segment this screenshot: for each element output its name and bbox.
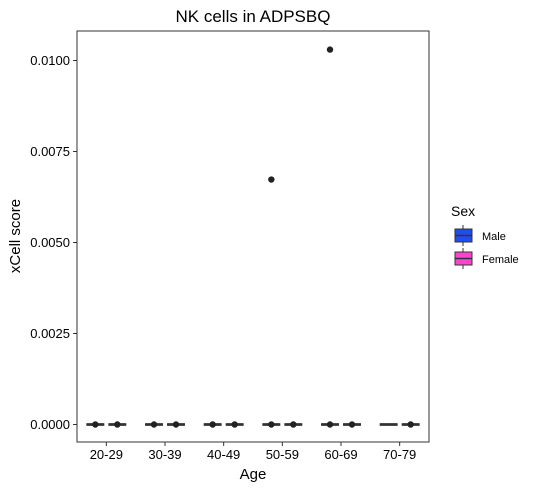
outlier-point-female: [407, 421, 414, 428]
outlier-point-male: [92, 421, 99, 428]
legend-entry-male: Male: [454, 225, 506, 246]
x-tick-label: 20-29: [90, 447, 123, 462]
outlier-point-male: [326, 421, 334, 428]
y-tick-label: 0.0075: [30, 144, 70, 159]
outlier-point-male: [326, 46, 334, 53]
legend-title: Sex: [451, 203, 475, 219]
outlier-point-male: [268, 421, 275, 428]
y-axis-title: xCell score: [7, 199, 24, 273]
y-tick-label: 0.0000: [30, 417, 70, 432]
outlier-point-male: [150, 421, 158, 428]
outlier-point-male: [268, 176, 275, 183]
legend-label-female: Female: [482, 254, 519, 266]
legend-entry-female: Female: [454, 248, 519, 269]
y-tick-label: 0.0100: [30, 53, 70, 68]
legend-label-male: Male: [482, 231, 506, 243]
x-tick-label: 30-39: [148, 447, 181, 462]
outlier-point-female: [290, 421, 297, 428]
x-tick-label: 60-69: [324, 447, 357, 462]
outlier-point-female: [114, 421, 121, 428]
x-axis: 20-29 30-39 40-49 50-59 60-69 70-79: [90, 442, 416, 462]
y-axis: 0.0000 0.0025 0.0050 0.0075 0.0100: [30, 53, 77, 432]
y-tick-label: 0.0025: [30, 326, 70, 341]
x-axis-title: Age: [240, 466, 267, 483]
outlier-point-female: [348, 421, 356, 428]
plot-marks: [86, 46, 420, 428]
y-tick-label: 0.0050: [30, 235, 70, 250]
outlier-point-male: [209, 421, 216, 428]
x-tick-label: 50-59: [266, 447, 299, 462]
outlier-point-female: [172, 421, 180, 428]
x-tick-label: 70-79: [383, 447, 416, 462]
x-tick-label: 40-49: [207, 447, 240, 462]
legend: Sex Male Female: [451, 203, 519, 269]
chart-title: NK cells in ADPSBQ: [176, 7, 331, 26]
plot-panel: [76, 30, 430, 443]
outlier-point-female: [231, 421, 238, 428]
